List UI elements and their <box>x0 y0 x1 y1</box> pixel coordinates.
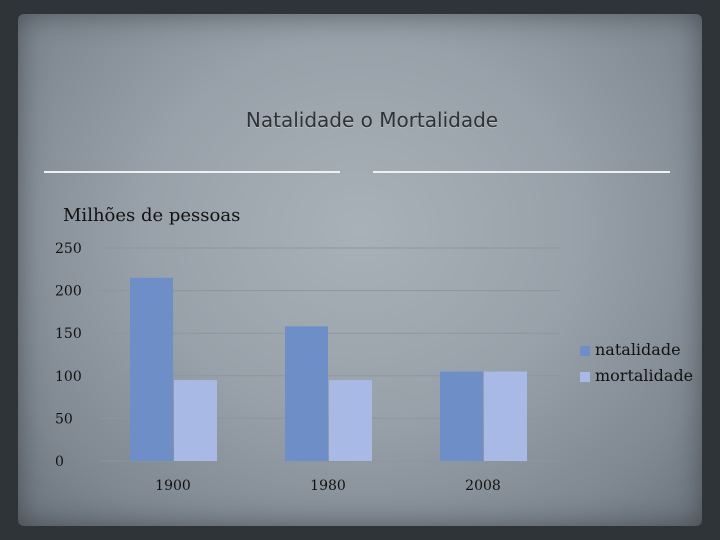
bar-natalidade-1900 <box>130 277 173 461</box>
bar-mortalidade-1980 <box>329 380 372 461</box>
legend-swatch-mortalidade <box>580 372 590 382</box>
legend-swatch-natalidade <box>580 346 590 356</box>
divider-right <box>373 171 670 173</box>
y-tick-label-150: 150 <box>55 326 82 342</box>
x-tick-label-2008: 2008 <box>465 478 501 494</box>
bar-natalidade-1980 <box>285 326 328 461</box>
y-tick-label-200: 200 <box>55 284 82 300</box>
legend-label-mortalidade: mortalidade <box>595 366 694 385</box>
bar-mortalidade-2008 <box>484 371 527 461</box>
y-axis-label: Milhões de pessoas <box>63 205 241 226</box>
bar-natalidade-2008 <box>440 371 483 461</box>
x-tick-label-1900: 1900 <box>155 478 191 494</box>
x-tick-label-1980: 1980 <box>310 478 346 494</box>
divider-left <box>44 171 340 173</box>
y-tick-label-100: 100 <box>55 369 82 385</box>
legend-label-natalidade: natalidade <box>595 340 681 359</box>
y-tick-label-50: 50 <box>55 411 73 427</box>
y-tick-label-0: 0 <box>55 454 64 470</box>
bar-mortalidade-1900 <box>174 380 217 461</box>
y-tick-label-250: 250 <box>55 241 82 257</box>
slide-title: Natalidade o Mortalidade <box>245 108 499 132</box>
